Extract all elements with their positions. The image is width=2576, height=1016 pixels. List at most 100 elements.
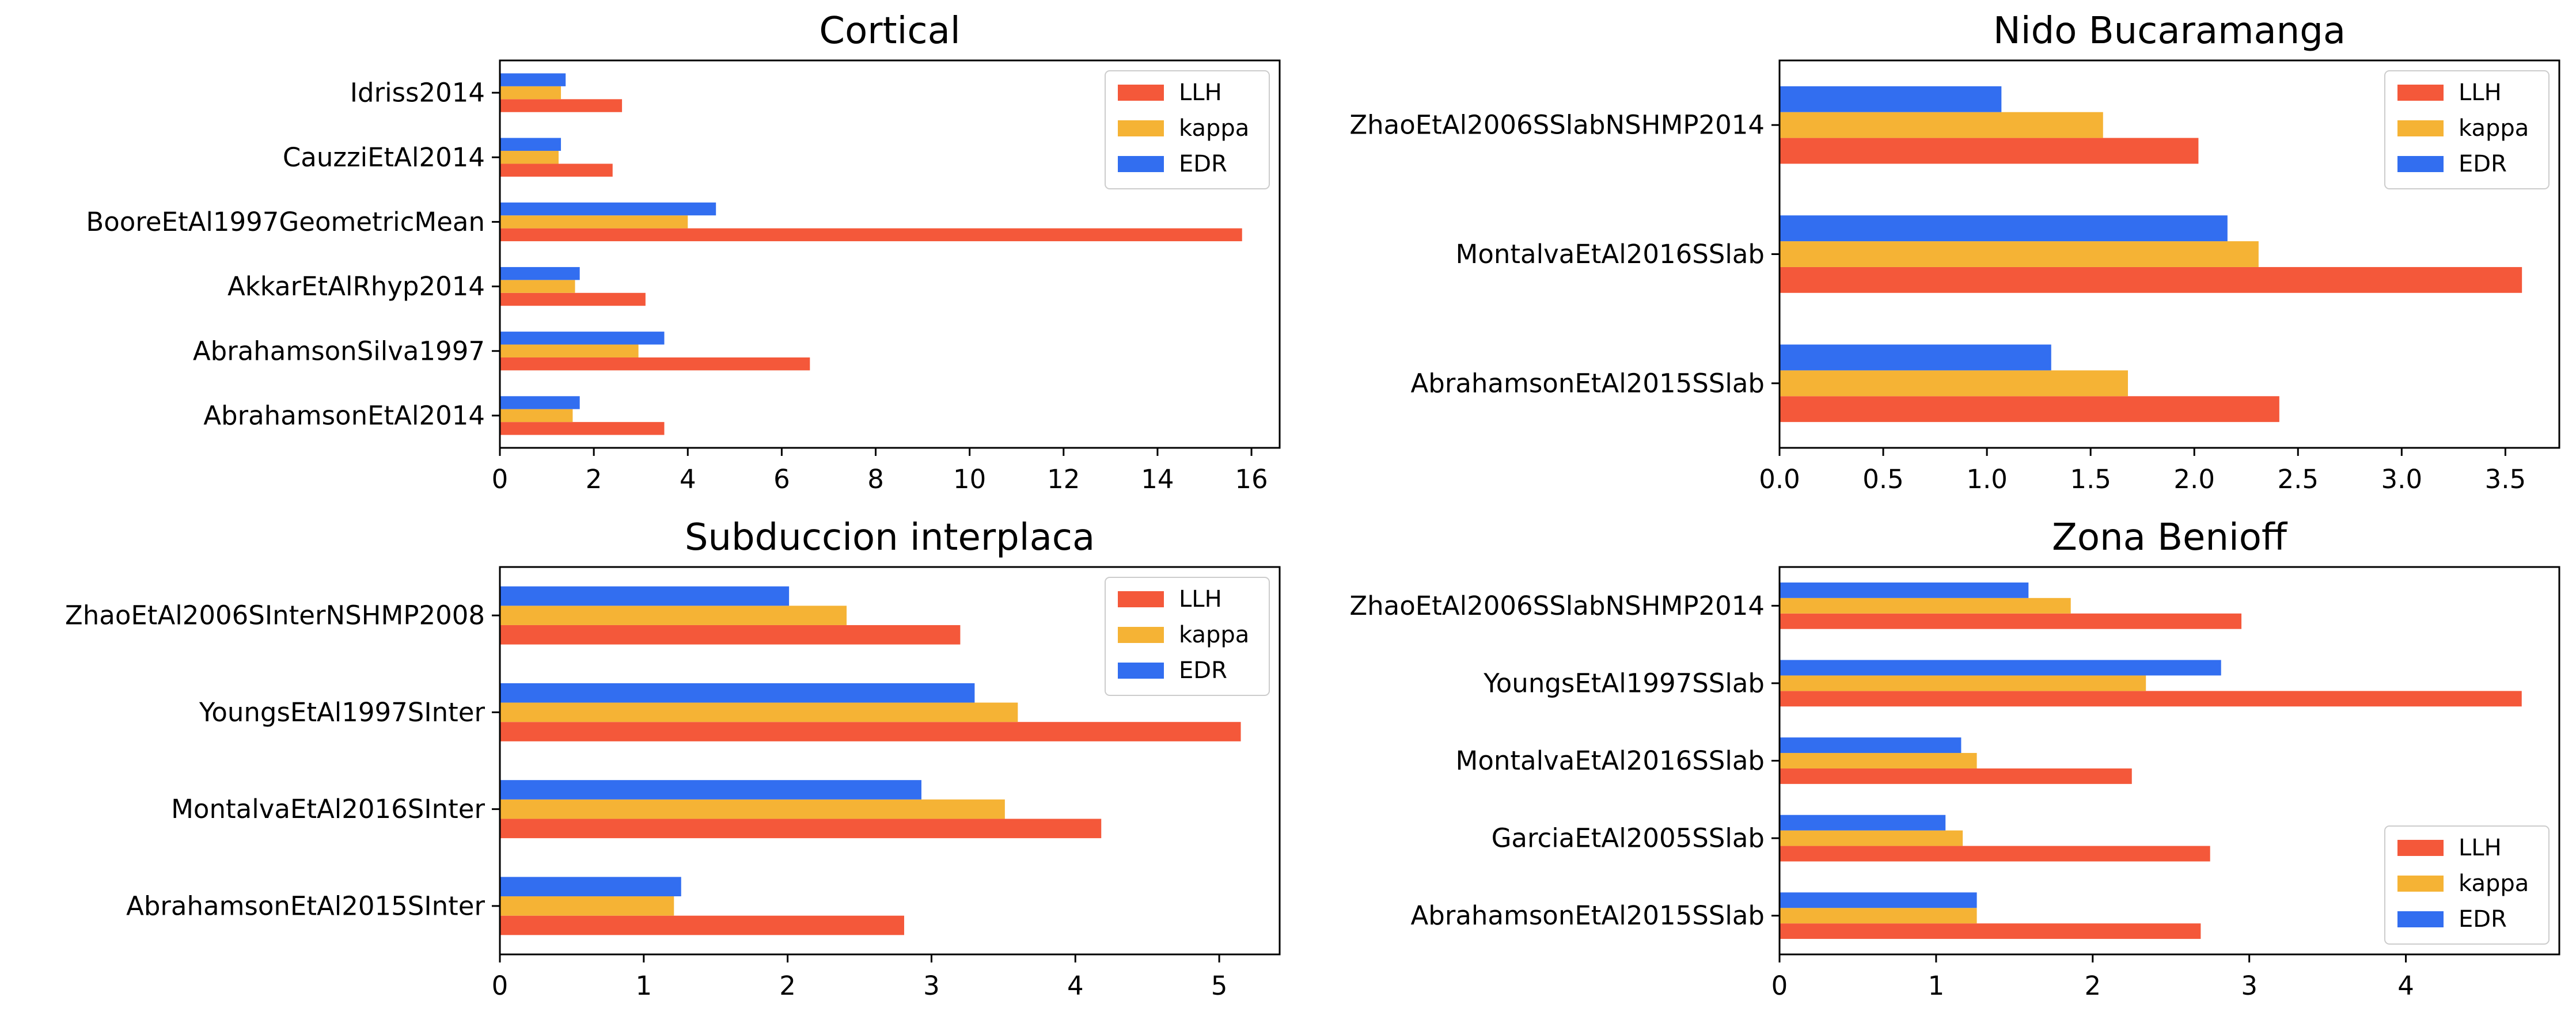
legend-swatch-edr	[1118, 663, 1164, 679]
x-tick-label: 3.5	[2485, 464, 2526, 494]
legend-swatch-edr	[2397, 911, 2444, 927]
y-tick-label: YoungsEtAl1997SInter	[199, 697, 485, 728]
x-tick-label: 1	[1928, 971, 1945, 1001]
bar-kappa-youngsetal1997sinter	[500, 702, 1018, 722]
x-tick-label: 1.5	[2070, 464, 2111, 494]
legend-swatch-kappa	[1118, 627, 1164, 643]
chart-title: Nido Bucaramanga	[1993, 10, 2346, 52]
y-tick-label: AkkarEtAlRhyp2014	[227, 271, 485, 302]
bar-llh-montalvaetal2016sslab	[1780, 267, 2522, 293]
y-tick-label: BooreEtAl1997GeometricMean	[86, 207, 485, 237]
legend-label-llh: LLH	[1179, 79, 1222, 106]
x-tick-label: 6	[773, 464, 790, 494]
bar-kappa-booreetal1997geometricmean	[500, 215, 688, 229]
legend-label-edr: EDR	[2459, 906, 2507, 933]
panel-subduccion-interplaca: Subduccion interplaca AbrahamsonEtAl2015S…	[65, 516, 1281, 1001]
bar-llh-montalvaetal2016sslab	[1780, 768, 2132, 784]
legend-label-llh: LLH	[2459, 79, 2502, 106]
x-tick-label: 12	[1047, 464, 1080, 494]
bar-llh-zhaoetal2006sslabnshmp2014	[1780, 613, 2242, 629]
bar-edr-zhaoetal2006sinternshmp2008	[500, 586, 790, 606]
legend-label-kappa: kappa	[2459, 115, 2529, 142]
y-tick-label: Idriss2014	[350, 78, 485, 108]
bar-llh-cauzzietal2014	[500, 163, 613, 177]
x-tick-label: 4	[680, 464, 696, 494]
x-tick-label: 2	[586, 464, 602, 494]
bar-kappa-montalvaetal2016sslab	[1780, 241, 2259, 267]
x-tick-label: 14	[1141, 464, 1174, 494]
y-tick-label: YoungsEtAl1997SSlab	[1483, 668, 1765, 698]
bar-llh-montalvaetal2016sinter	[500, 819, 1102, 839]
bar-kappa-garciaetal2005sslab	[1780, 830, 1963, 846]
legend-label-llh: LLH	[2459, 835, 2502, 861]
x-tick-label: 10	[953, 464, 986, 494]
bar-edr-abrahamsonetal2015sinter	[500, 877, 681, 897]
bar-kappa-idriss2014	[500, 86, 562, 100]
bar-llh-abrahamsonsilva1997	[500, 357, 810, 371]
legend-swatch-llh	[2397, 85, 2444, 101]
bar-llh-abrahamsonetal2015sslab	[1780, 923, 2201, 939]
y-tick-label: AbrahamsonEtAl2014	[203, 400, 485, 431]
legend-swatch-llh	[2397, 840, 2444, 856]
x-tick-label: 3.0	[2381, 464, 2423, 494]
plot-frame	[499, 59, 1281, 449]
x-tick-label: 1	[635, 971, 652, 1001]
x-tick-label: 0.0	[1759, 464, 1800, 494]
bar-kappa-abrahamsonetal2014	[500, 409, 573, 423]
bar-llh-zhaoetal2006sinternshmp2008	[500, 625, 961, 645]
x-tick-label: 2.0	[2173, 464, 2215, 494]
y-tick-label: CauzziEtAl2014	[283, 142, 485, 173]
bar-edr-abrahamsonetal2015sslab	[1780, 344, 2051, 371]
legend-swatch-kappa	[2397, 876, 2444, 892]
x-tick-label: 5	[1211, 971, 1228, 1001]
legend-label-kappa: kappa	[2459, 870, 2529, 897]
legend-label-edr: EDR	[2459, 151, 2507, 177]
y-tick-label: GarciaEtAl2005SSlab	[1492, 823, 1765, 854]
bar-edr-garciaetal2005sslab	[1780, 815, 1946, 831]
chart-title: Subduccion interplaca	[685, 516, 1095, 559]
bar-edr-youngsetal1997sinter	[500, 683, 975, 703]
bar-llh-zhaoetal2006sslabnshmp2014	[1780, 138, 2199, 164]
bar-edr-zhaoetal2006sslabnshmp2014	[1780, 582, 2029, 598]
legend-label-edr: EDR	[1179, 151, 1227, 177]
bar-edr-montalvaetal2016sinter	[500, 780, 921, 800]
legend: LLH kappa EDR	[2384, 825, 2550, 945]
chart-title: Zona Benioff	[2052, 516, 2288, 559]
plot-frame	[499, 566, 1281, 956]
bar-edr-abrahamsonetal2015sslab	[1780, 892, 1977, 908]
panel-nido-bucaramanga: Nido Bucaramanga AbrahamsonEtAl2015SSlab M…	[1349, 10, 2560, 494]
bar-llh-garciaetal2005sslab	[1780, 846, 2210, 862]
bar-edr-abrahamsonsilva1997	[500, 332, 665, 345]
y-tick-label: ZhaoEtAl2006SSlabNSHMP2014	[1349, 110, 1765, 140]
legend-swatch-edr	[2397, 156, 2444, 172]
legend: LLH kappa EDR	[1105, 577, 1270, 696]
legend-label-edr: EDR	[1179, 657, 1227, 684]
bar-kappa-zhaoetal2006sslabnshmp2014	[1780, 112, 2103, 138]
y-tick-label: AbrahamsonEtAl2015SInter	[126, 891, 485, 921]
bar-kappa-youngsetal1997sslab	[1780, 675, 2146, 691]
legend-label-kappa: kappa	[1179, 622, 1249, 648]
bar-kappa-abrahamsonsilva1997	[500, 344, 639, 357]
panel-cortical: Cortical AbrahamsonEtAl2014 AbrahamsonSilv…	[86, 10, 1281, 494]
bar-llh-youngsetal1997sinter	[500, 722, 1241, 741]
bar-kappa-abrahamsonetal2015sslab	[1780, 908, 1977, 924]
bar-kappa-cauzzietal2014	[500, 151, 559, 164]
y-tick-label: AbrahamsonEtAl2015SSlab	[1410, 900, 1765, 931]
x-tick-label: 4	[2397, 971, 2414, 1001]
bar-edr-montalvaetal2016sslab	[1780, 737, 1962, 754]
x-tick-label: 8	[867, 464, 884, 494]
bar-llh-abrahamsonetal2015sslab	[1780, 396, 2279, 423]
legend-swatch-kappa	[2397, 120, 2444, 136]
bar-edr-montalvaetal2016sslab	[1780, 215, 2228, 242]
y-tick-label: AbrahamsonEtAl2015SSlab	[1410, 368, 1765, 398]
y-tick-label: MontalvaEtAl2016SSlab	[1456, 239, 1765, 269]
y-tick-label: ZhaoEtAl2006SInterNSHMP2008	[65, 600, 485, 631]
bar-llh-booreetal1997geometricmean	[500, 228, 1242, 242]
x-tick-label: 2	[2084, 971, 2101, 1001]
y-tick-label: MontalvaEtAl2016SInter	[171, 794, 485, 824]
bar-edr-idriss2014	[500, 73, 566, 86]
bar-llh-akkaretalrhyp2014	[500, 292, 646, 306]
x-tick-label: 4	[1067, 971, 1084, 1001]
bar-llh-youngsetal1997sslab	[1780, 691, 2522, 707]
